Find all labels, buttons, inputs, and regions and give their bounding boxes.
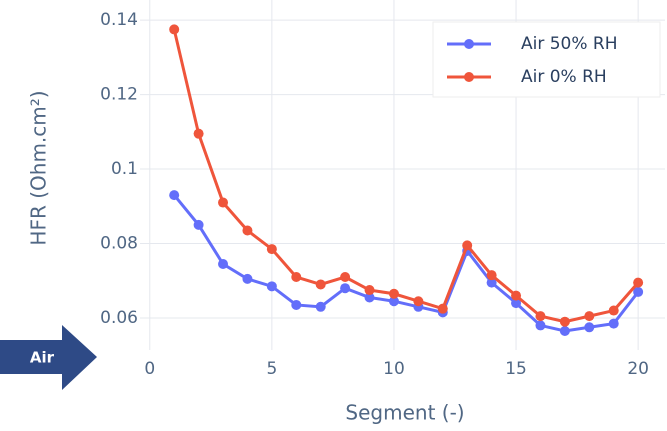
x-tick-label: 15 xyxy=(505,359,527,379)
marker xyxy=(364,292,375,303)
marker xyxy=(584,322,595,333)
marker xyxy=(169,190,180,201)
marker xyxy=(388,296,399,307)
y-tick-label: 0.12 xyxy=(100,85,138,105)
marker xyxy=(291,272,302,283)
legend-label: Air 50% RH xyxy=(521,34,618,54)
marker xyxy=(364,285,375,296)
y-tick-label: 0.06 xyxy=(100,308,138,328)
marker xyxy=(437,303,448,314)
marker xyxy=(242,273,253,284)
x-tick-label: 5 xyxy=(266,359,277,379)
legend-marker xyxy=(464,72,474,82)
marker xyxy=(559,316,570,327)
marker xyxy=(218,258,229,269)
marker xyxy=(266,244,277,255)
marker xyxy=(511,298,522,309)
marker xyxy=(584,311,595,322)
marker xyxy=(462,240,473,251)
marker xyxy=(315,279,326,290)
marker xyxy=(633,277,644,288)
y-axis-label: HFR (Ohm.cm²) xyxy=(27,90,51,245)
marker xyxy=(608,305,619,316)
x-tick-label: 10 xyxy=(383,359,405,379)
x-tick-label: 0 xyxy=(144,359,155,379)
x-axis-label: Segment (-) xyxy=(345,401,464,425)
marker xyxy=(511,290,522,301)
legend-label: Air 0% RH xyxy=(521,67,607,87)
marker xyxy=(340,272,351,283)
y-tick-label: 0.1 xyxy=(111,159,138,179)
annotation: Air xyxy=(30,349,55,367)
x-tick-label: 20 xyxy=(627,359,649,379)
legend-box xyxy=(432,21,661,98)
marker xyxy=(486,270,497,281)
marker xyxy=(413,296,424,307)
marker xyxy=(559,326,570,337)
marker xyxy=(535,320,546,331)
legend-marker xyxy=(464,39,474,49)
marker xyxy=(315,301,326,312)
marker xyxy=(388,288,399,299)
marker xyxy=(193,128,204,139)
marker xyxy=(486,277,497,288)
marker xyxy=(608,318,619,329)
marker xyxy=(218,197,229,208)
series-line xyxy=(173,194,640,333)
marker xyxy=(340,283,351,294)
marker xyxy=(169,24,180,35)
marker xyxy=(291,299,302,310)
marker xyxy=(266,281,277,292)
y-tick-label: 0.08 xyxy=(100,234,138,254)
marker xyxy=(535,311,546,322)
marker xyxy=(242,225,253,236)
marker xyxy=(193,219,204,230)
y-tick-label: 0.14 xyxy=(100,10,138,30)
marker xyxy=(633,286,644,297)
arrow xyxy=(0,325,97,390)
